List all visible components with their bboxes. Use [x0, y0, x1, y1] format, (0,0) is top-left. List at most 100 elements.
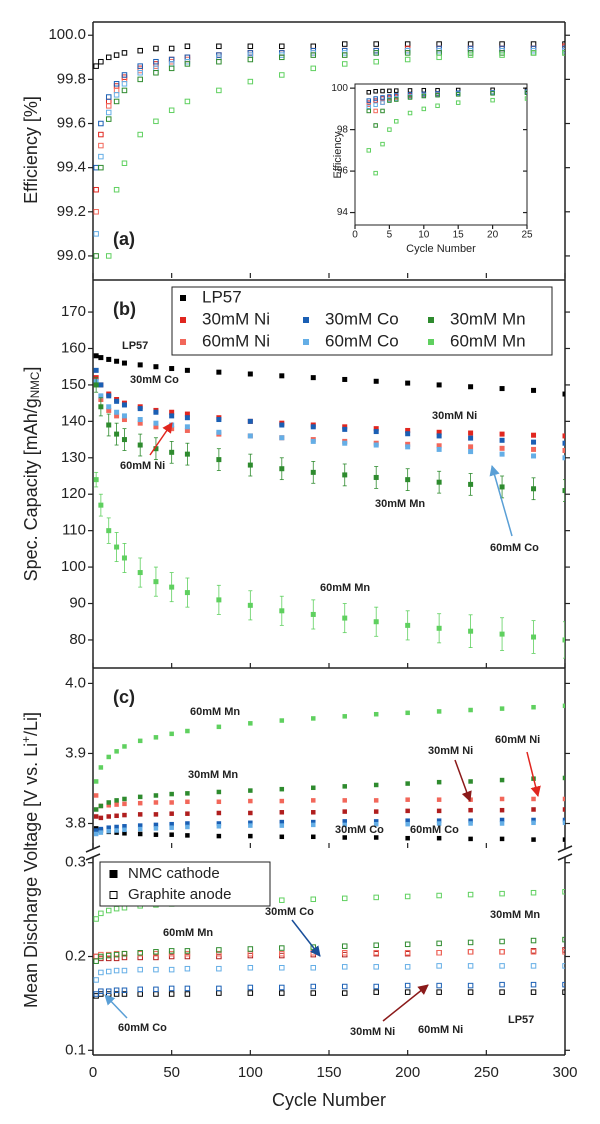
marker — [98, 404, 104, 410]
marker — [373, 96, 378, 101]
marker — [279, 54, 285, 61]
marker — [373, 102, 378, 107]
marker — [387, 98, 392, 103]
marker — [153, 812, 159, 817]
marker — [279, 718, 285, 723]
marker — [373, 964, 379, 970]
marker — [248, 788, 253, 793]
marker — [436, 808, 442, 814]
marker — [405, 477, 411, 483]
marker — [342, 615, 348, 621]
marker — [562, 989, 565, 995]
marker — [216, 58, 222, 65]
y-tick-label: 100 — [331, 83, 348, 94]
y-axis-label: Mean Discharge Voltage [V vs. Li+/Li] — [20, 712, 40, 1008]
marker — [105, 991, 112, 997]
marker — [114, 798, 119, 803]
marker — [184, 43, 191, 50]
marker — [168, 966, 175, 973]
marker — [153, 954, 159, 961]
marker — [93, 991, 99, 997]
legend-box — [171, 286, 553, 356]
marker — [137, 131, 143, 138]
y-axis-label: Efficiency [%] — [21, 96, 41, 204]
marker — [499, 484, 505, 490]
legend-marker — [180, 339, 186, 345]
marker — [153, 70, 159, 76]
marker — [168, 45, 175, 52]
marker — [248, 833, 253, 839]
marker — [98, 382, 104, 388]
annotation: LP57 — [508, 1014, 534, 1026]
annotation: 60mM Mn — [190, 706, 240, 718]
marker — [311, 785, 316, 791]
marker — [467, 949, 474, 955]
marker — [121, 991, 128, 997]
marker — [98, 969, 104, 976]
marker — [530, 937, 537, 944]
y-tick-label: 94 — [337, 207, 349, 218]
marker — [153, 966, 159, 973]
marker — [121, 81, 128, 87]
marker — [373, 619, 379, 625]
marker — [455, 100, 461, 105]
marker — [499, 386, 505, 392]
marker — [499, 890, 505, 897]
marker — [106, 825, 111, 830]
y-tick-label: 150 — [61, 376, 86, 393]
annotation-arrow — [104, 994, 128, 1019]
marker — [279, 984, 285, 991]
marker — [216, 947, 222, 953]
marker — [216, 833, 222, 839]
marker — [311, 819, 316, 825]
marker — [169, 449, 175, 455]
marker — [114, 802, 119, 807]
marker — [113, 991, 120, 997]
x-tick-label: 200 — [395, 1064, 420, 1081]
legend-marker — [303, 317, 309, 323]
marker — [122, 831, 127, 836]
annotation: 60mM Ni — [495, 734, 540, 746]
marker — [531, 704, 536, 710]
y-tick-label: 160 — [61, 339, 86, 356]
marker — [562, 448, 565, 454]
marker — [467, 989, 474, 995]
marker — [468, 444, 474, 450]
x-tick-label: 100 — [238, 1064, 263, 1081]
marker — [342, 472, 348, 478]
marker — [248, 721, 253, 726]
marker — [121, 954, 128, 961]
marker — [499, 807, 505, 813]
y-tick-label: 130 — [61, 449, 86, 466]
marker — [137, 47, 143, 54]
marker — [121, 950, 128, 957]
marker — [153, 991, 159, 997]
annotation: 60mM Mn — [163, 927, 213, 939]
marker — [113, 92, 120, 98]
marker — [169, 409, 175, 415]
marker — [373, 782, 379, 788]
marker — [310, 611, 316, 617]
y-tick-label: 120 — [61, 485, 86, 502]
marker — [342, 798, 347, 803]
marker — [113, 87, 120, 94]
legend-marker — [180, 295, 186, 301]
marker — [562, 455, 565, 461]
marker — [169, 821, 174, 827]
marker — [137, 570, 143, 576]
legend-label: 30mM Mn — [450, 309, 526, 328]
marker — [137, 417, 143, 423]
marker — [562, 981, 565, 988]
marker — [247, 462, 253, 468]
annotation: 60mM Co — [490, 542, 539, 554]
marker — [105, 103, 112, 109]
marker — [247, 602, 253, 608]
marker — [184, 367, 190, 373]
marker — [169, 791, 174, 797]
plot-area — [93, 703, 565, 842]
marker — [311, 810, 316, 815]
marker — [404, 893, 411, 900]
marker — [184, 98, 191, 105]
marker — [310, 983, 317, 990]
marker — [468, 707, 473, 713]
